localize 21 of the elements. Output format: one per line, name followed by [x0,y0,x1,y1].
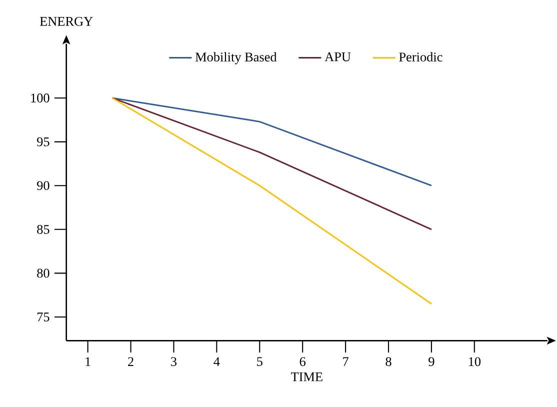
y-tick-label: 90 [37,181,50,190]
y-axis-title: ENERGY [40,16,93,26]
y-tick-label: 85 [37,224,50,234]
y-tick-label: 75 [37,312,50,322]
x-tick-label: 1 [86,357,90,366]
x-axis-title: TIME [291,372,322,382]
y-tick-label: 80 [37,268,50,278]
x-tick-label: 5 [257,357,262,366]
x-tick-label: 3 [171,357,177,366]
y-tick-label: 95 [37,137,50,146]
legend-label: APU [324,52,351,62]
x-tick-label: 8 [386,357,392,366]
x-tick-label: 9 [428,357,434,366]
legend-label: Periodic [399,52,442,62]
x-tick-label: 10 [468,357,481,366]
x-tick-label: 7 [343,357,348,366]
x-tick-label: 6 [300,357,306,366]
y-tick-label: 100 [31,94,50,102]
x-tick-label: 4 [214,357,220,366]
legend-label: Mobility Based [195,52,277,64]
x-tick-label: 2 [128,357,134,366]
